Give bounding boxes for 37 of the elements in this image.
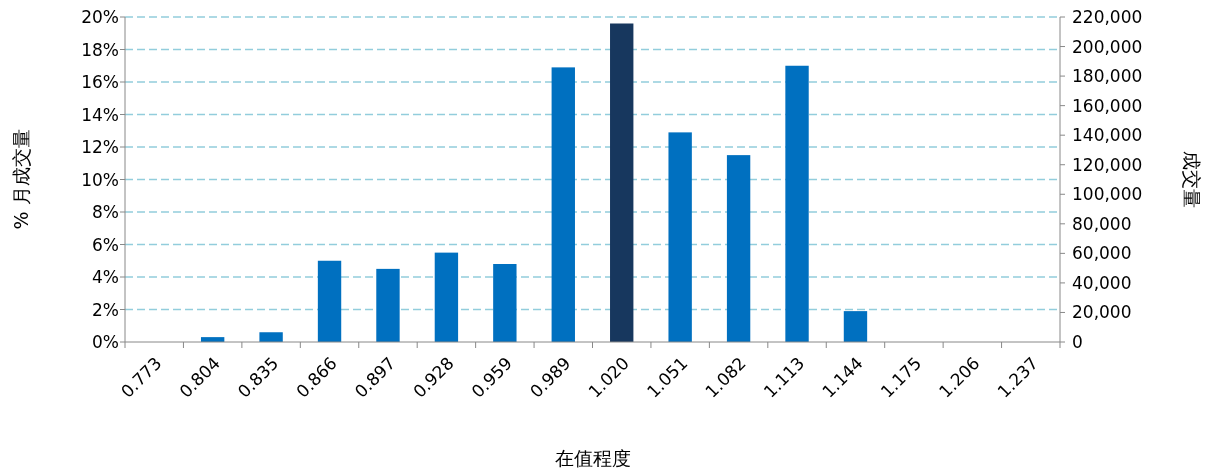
y2-tick-label: 20,000 <box>1072 302 1132 323</box>
y2-tick-label: 60,000 <box>1072 243 1132 264</box>
bar <box>668 132 692 342</box>
y-tick-label: 4% <box>92 267 119 287</box>
y-tick-label: 18% <box>81 39 119 60</box>
bar <box>726 155 751 342</box>
y-tick-label: 12% <box>81 137 119 157</box>
bar <box>376 268 400 342</box>
bar <box>785 65 809 342</box>
bar <box>434 252 459 342</box>
y-tick-label: 16% <box>81 72 119 92</box>
y2-tick-label: 180,000 <box>1072 66 1143 87</box>
bar <box>843 311 868 342</box>
y2-tick-label: 160,000 <box>1072 95 1143 116</box>
bar <box>551 67 575 342</box>
bar <box>610 23 634 342</box>
y-axis-title: % 月成交量 <box>10 129 32 230</box>
y-tick-label: 8% <box>92 202 119 222</box>
y2-tick-label: 100,000 <box>1072 184 1143 205</box>
x-axis-title: 在值程度 <box>554 447 631 469</box>
y-tick-label: 10% <box>81 169 119 190</box>
y2-tick-label: 140,000 <box>1072 125 1143 146</box>
y2-tick-label: 200,000 <box>1072 36 1143 57</box>
bar <box>493 264 517 342</box>
y2-tick-label: 220,000 <box>1072 7 1143 27</box>
y2-tick-label: 0 <box>1072 332 1083 352</box>
y-tick-label: 14% <box>81 104 119 125</box>
bar <box>259 332 283 342</box>
y2-tick-label: 120,000 <box>1072 154 1143 175</box>
y2-tick-label: 40,000 <box>1072 272 1132 293</box>
y-tick-label: 0% <box>92 332 119 352</box>
y-tick-label: 2% <box>92 299 119 320</box>
y-tick-label: 6% <box>92 234 119 255</box>
y-tick-label: 20% <box>81 7 119 27</box>
y2-axis-title: 成交量 <box>1181 151 1203 208</box>
bar <box>317 260 342 342</box>
y2-tick-label: 80,000 <box>1072 213 1132 234</box>
